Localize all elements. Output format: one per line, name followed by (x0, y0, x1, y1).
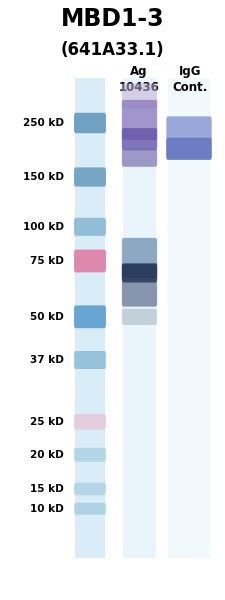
Text: 150 kD: 150 kD (23, 172, 64, 182)
FancyBboxPatch shape (74, 482, 106, 495)
FancyBboxPatch shape (74, 351, 106, 369)
Text: 100 kD: 100 kD (23, 222, 64, 232)
Text: 15 kD: 15 kD (30, 484, 64, 494)
FancyBboxPatch shape (122, 281, 157, 307)
FancyBboxPatch shape (74, 503, 106, 515)
Text: 75 kD: 75 kD (30, 256, 64, 266)
Text: 10 kD: 10 kD (30, 504, 64, 514)
Text: IgG
Cont.: IgG Cont. (172, 65, 208, 94)
FancyBboxPatch shape (166, 116, 212, 160)
FancyBboxPatch shape (166, 137, 212, 160)
Text: Ag
10436: Ag 10436 (119, 65, 160, 94)
Text: 25 kD: 25 kD (30, 417, 64, 427)
FancyBboxPatch shape (74, 250, 106, 272)
FancyBboxPatch shape (122, 83, 157, 109)
FancyBboxPatch shape (74, 113, 106, 133)
FancyBboxPatch shape (74, 305, 106, 328)
Text: 250 kD: 250 kD (23, 118, 64, 128)
Text: 20 kD: 20 kD (30, 450, 64, 460)
FancyBboxPatch shape (122, 149, 157, 167)
Bar (168, 78, 210, 558)
Text: MBD1-3: MBD1-3 (61, 7, 164, 31)
Bar (123, 78, 156, 558)
FancyBboxPatch shape (122, 308, 157, 325)
FancyBboxPatch shape (122, 100, 157, 140)
FancyBboxPatch shape (122, 263, 157, 283)
FancyBboxPatch shape (74, 218, 106, 236)
FancyBboxPatch shape (122, 128, 157, 150)
Bar (75, 78, 105, 558)
FancyBboxPatch shape (74, 448, 106, 462)
Text: (641A33.1): (641A33.1) (61, 41, 164, 59)
FancyBboxPatch shape (122, 238, 157, 278)
FancyBboxPatch shape (74, 414, 106, 430)
FancyBboxPatch shape (74, 167, 106, 187)
Text: 50 kD: 50 kD (30, 312, 64, 322)
Text: 37 kD: 37 kD (30, 355, 64, 365)
